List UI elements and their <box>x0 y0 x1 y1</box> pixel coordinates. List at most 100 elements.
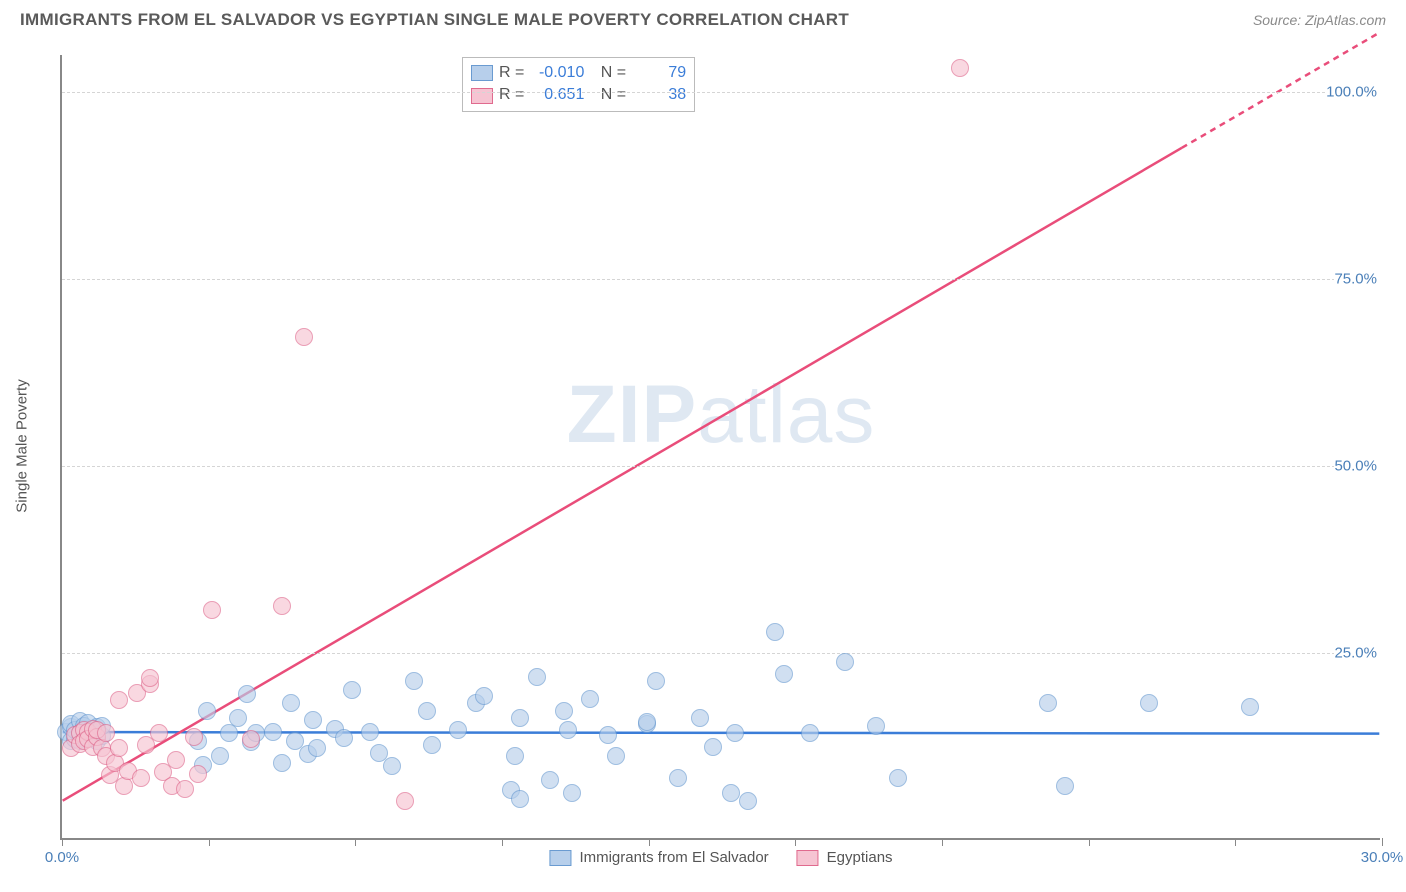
x-tick <box>795 838 796 846</box>
x-tick <box>649 838 650 846</box>
data-point <box>726 724 744 742</box>
swatch-series2-bottom <box>797 850 819 866</box>
data-point <box>739 792 757 810</box>
swatch-series1-bottom <box>549 850 571 866</box>
data-point <box>189 765 207 783</box>
data-point <box>343 681 361 699</box>
y-tick-label: 25.0% <box>1334 645 1385 662</box>
data-point <box>132 769 150 787</box>
x-tick-label: 0.0% <box>45 849 79 866</box>
gridline-h <box>62 653 1380 654</box>
x-tick <box>62 838 63 846</box>
data-point <box>110 739 128 757</box>
data-point <box>273 754 291 772</box>
data-point <box>638 713 656 731</box>
data-point <box>1056 777 1074 795</box>
r-value-series2: 0.651 <box>530 84 584 106</box>
data-point <box>282 694 300 712</box>
data-point <box>691 709 709 727</box>
data-point <box>238 685 256 703</box>
data-point <box>889 769 907 787</box>
x-tick <box>942 838 943 846</box>
series-legend: Immigrants from El Salvador Egyptians <box>549 849 892 866</box>
data-point <box>203 601 221 619</box>
data-point <box>511 790 529 808</box>
data-point <box>475 687 493 705</box>
swatch-series1 <box>471 65 493 81</box>
data-point <box>559 721 577 739</box>
data-point <box>1140 694 1158 712</box>
data-point <box>308 739 326 757</box>
data-point <box>423 736 441 754</box>
legend-label-series1: Immigrants from El Salvador <box>579 849 768 866</box>
swatch-series2 <box>471 88 493 104</box>
r-value-series1: -0.010 <box>530 62 584 84</box>
data-point <box>506 747 524 765</box>
data-point <box>775 665 793 683</box>
x-tick <box>1382 838 1383 846</box>
data-point <box>383 757 401 775</box>
data-point <box>607 747 625 765</box>
data-point <box>167 751 185 769</box>
trend-lines-svg <box>62 55 1380 838</box>
data-point <box>242 730 260 748</box>
data-point <box>766 623 784 641</box>
data-point <box>951 59 969 77</box>
data-point <box>361 723 379 741</box>
data-point <box>555 702 573 720</box>
x-tick <box>355 838 356 846</box>
data-point <box>185 728 203 746</box>
y-tick-label: 75.0% <box>1334 271 1385 288</box>
x-tick <box>209 838 210 846</box>
data-point <box>264 723 282 741</box>
x-tick <box>502 838 503 846</box>
data-point <box>449 721 467 739</box>
n-label: N = <box>601 62 626 84</box>
y-tick-label: 50.0% <box>1334 458 1385 475</box>
data-point <box>273 597 291 615</box>
data-point <box>599 726 617 744</box>
gridline-h <box>62 279 1380 280</box>
n-label: N = <box>601 84 626 106</box>
y-axis-label: Single Male Poverty <box>14 379 31 512</box>
data-point <box>541 771 559 789</box>
data-point <box>836 653 854 671</box>
data-point <box>1039 694 1057 712</box>
data-point <box>581 690 599 708</box>
chart-title: IMMIGRANTS FROM EL SALVADOR VS EGYPTIAN … <box>20 10 849 30</box>
data-point <box>704 738 722 756</box>
data-point <box>211 747 229 765</box>
source-label: Source: ZipAtlas.com <box>1253 12 1386 28</box>
data-point <box>511 709 529 727</box>
data-point <box>647 672 665 690</box>
watermark-atlas: atlas <box>697 369 875 460</box>
data-point <box>141 669 159 687</box>
r-label: R = <box>499 62 524 84</box>
data-point <box>867 717 885 735</box>
plot-area: ZIPatlas R = -0.010 N = 79 R = 0.651 N =… <box>60 55 1380 840</box>
data-point <box>150 724 168 742</box>
legend-label-series2: Egyptians <box>827 849 893 866</box>
data-point <box>563 784 581 802</box>
data-point <box>97 724 115 742</box>
data-point <box>176 780 194 798</box>
legend-item-series1: Immigrants from El Salvador <box>549 849 768 866</box>
data-point <box>198 702 216 720</box>
n-value-series2: 38 <box>632 84 686 106</box>
data-point <box>295 328 313 346</box>
data-point <box>304 711 322 729</box>
data-point <box>669 769 687 787</box>
data-point <box>418 702 436 720</box>
correlation-legend: R = -0.010 N = 79 R = 0.651 N = 38 <box>462 57 695 112</box>
x-tick <box>1235 838 1236 846</box>
legend-item-series2: Egyptians <box>797 849 893 866</box>
data-point <box>801 724 819 742</box>
gridline-h <box>62 466 1380 467</box>
data-point <box>722 784 740 802</box>
data-point <box>229 709 247 727</box>
legend-row-series2: R = 0.651 N = 38 <box>471 84 686 106</box>
n-value-series1: 79 <box>632 62 686 84</box>
y-tick-label: 100.0% <box>1326 84 1385 101</box>
data-point <box>405 672 423 690</box>
legend-row-series1: R = -0.010 N = 79 <box>471 62 686 84</box>
